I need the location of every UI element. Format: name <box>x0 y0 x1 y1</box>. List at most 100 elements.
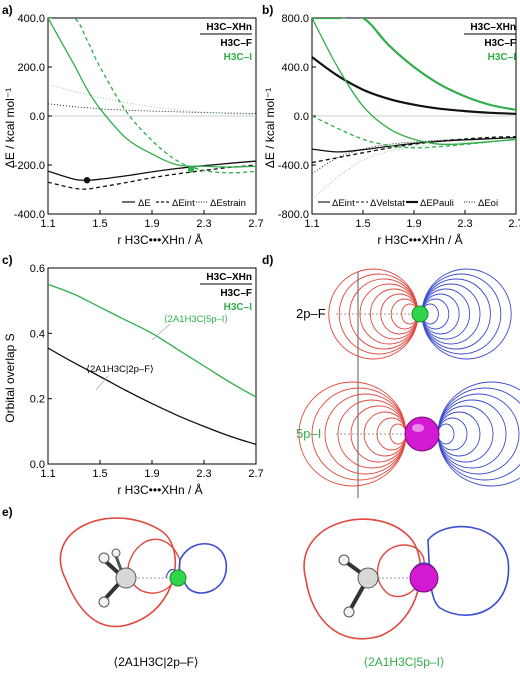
legend-b-depauli: ΔEPauli <box>420 198 454 209</box>
y-tick-label: -400.0 <box>278 160 309 172</box>
right-iodine-atom-icon <box>409 563 439 593</box>
x-tick-label: 2.7 <box>248 468 263 480</box>
panel-e-right-overlap: ⟨2A1H3C|5p–I⟩ <box>303 518 510 669</box>
x-tick-label: 2.7 <box>248 218 263 230</box>
panel-b-system-legend: H3C–XHn H3C–F H3C–I <box>464 22 516 63</box>
x-tick-label: 1.9 <box>144 218 159 230</box>
y-tick-label: -400.0 <box>14 209 45 221</box>
panel-a-line-legend: ΔE ΔEint ΔEstrain <box>122 198 246 209</box>
iodine-atom-icon <box>404 416 440 452</box>
panel-e-left-caption: ⟨2A1H3C|2p–F⟩ <box>113 655 198 669</box>
panel-e-left-overlap: ⟨2A1H3C|2p–F⟩ <box>59 517 227 669</box>
left-blue-lobe <box>178 543 227 594</box>
panel-e-right-caption: ⟨2A1H3C|5p–I⟩ <box>363 655 444 669</box>
panel-label-e: e) <box>2 505 13 519</box>
panel-d-orbital-plots: 2p–F 5p–I <box>296 268 520 498</box>
panel-label-a: a) <box>2 3 13 17</box>
series-line-a <box>48 18 256 174</box>
left-hydrogen-atom-icon <box>111 548 121 558</box>
x-tick-label: 1.5 <box>92 218 107 230</box>
legend-b-h3cxhn: H3C–XHn <box>470 22 516 33</box>
y-tick-label: 0.4 <box>30 328 45 340</box>
fluorine-atom-icon <box>411 305 429 323</box>
series-line-b <box>312 18 516 146</box>
orbital-label-2pf: 2p–F <box>296 306 326 321</box>
blue-contour <box>437 405 494 463</box>
x-tick-label: 1.5 <box>92 468 107 480</box>
series-line-c <box>48 347 256 446</box>
blue-contour <box>437 381 520 487</box>
y-tick-label: 400.0 <box>281 62 309 74</box>
y-tick-label: 0.0 <box>30 111 45 123</box>
panel-a-ylabel: ΔE / kcal mol⁻¹ <box>3 88 17 168</box>
panel-c-xlabel: r H3C•••XHn / Å <box>117 482 202 497</box>
legend-b-dvelstat: ΔVelstat <box>370 198 405 209</box>
panel-b-line-legend: ΔEint ΔVelstat ΔEPauli ΔEoi <box>318 198 498 209</box>
blue-contour <box>437 393 520 475</box>
panel-b-eda-chart: 800.0 400.0 0.0 -400.0 -800.01.1 1.5 1.9 2.3 2.7 <box>278 13 520 230</box>
right-carbon-atom-icon <box>357 567 379 589</box>
blue-contour <box>437 423 455 445</box>
minimum-marker <box>83 176 91 184</box>
right-blue-lobe <box>427 525 510 616</box>
panel-c-annot-green: ⟨2A1H3C|5p–I⟩ <box>164 314 229 325</box>
x-tick-label: 1.9 <box>144 468 159 480</box>
panel-a-system-legend: H3C–XHn H3C–F H3C–I <box>200 22 252 63</box>
y-tick-label: 400.0 <box>17 13 45 25</box>
blue-contour <box>437 411 481 457</box>
left-red-lobe <box>59 517 177 628</box>
legend-b-h3cf: H3C–F <box>484 38 516 49</box>
x-tick-label: 2.7 <box>508 218 520 230</box>
series-line-a <box>48 164 256 190</box>
right-hydrogen-atom-icon <box>343 606 355 618</box>
x-tick-label: 1.9 <box>406 218 421 230</box>
legend-b-h3ci: H3C–I <box>488 52 517 63</box>
panel-a-xlabel: r H3C•••XHn / Å <box>117 232 202 247</box>
legend-destrain: ΔEstrain <box>210 198 246 209</box>
panel-c-annot-green-leader <box>151 323 171 341</box>
blue-contour <box>437 399 507 469</box>
y-tick-label: 0.0 <box>294 111 309 123</box>
x-tick-label: 1.1 <box>40 218 55 230</box>
legend-c-h3ci: H3C–I <box>224 302 253 313</box>
legend-b-deint: ΔEint <box>332 198 355 209</box>
series-line-b <box>312 135 516 164</box>
y-tick-label: 800.0 <box>281 13 309 25</box>
legend-c-h3cf: H3C–F <box>220 288 252 299</box>
panel-c-overlap-chart: 0.6 0.4 0.2 0.01.1 1.5 1.9 2.3 2.7 <box>30 263 264 480</box>
panel-c-annot-black: ⟨2A1H3C|2p–F⟩ <box>86 364 154 375</box>
blue-contour <box>437 387 520 481</box>
series-line-b <box>312 136 516 174</box>
red-contour <box>311 387 407 481</box>
y-tick-label: 0.2 <box>30 394 45 406</box>
series-line-a <box>48 160 256 181</box>
legend-deint: ΔEint <box>172 198 195 209</box>
x-tick-label: 1.1 <box>40 468 55 480</box>
panel-c-ylabel: Orbital overlap S <box>3 333 17 422</box>
blue-contour <box>421 268 512 360</box>
series-line-a <box>48 18 256 168</box>
blue-contour <box>421 283 481 345</box>
blue-contour <box>437 417 468 451</box>
iodine-atom-highlight <box>412 424 424 432</box>
panel-c-annot-black-leader <box>95 375 109 391</box>
panel-b-ylabel: ΔE / kcal mol⁻¹ <box>263 88 277 168</box>
series-line-b <box>312 115 516 149</box>
panel-b-xlabel: r H3C•••XHn / Å <box>377 232 462 247</box>
legend-h3cxhn: H3C–XHn <box>206 22 252 33</box>
minimum-marker <box>187 166 195 173</box>
legend-h3cf: H3C–F <box>220 38 252 49</box>
x-tick-label: 1.1 <box>304 218 319 230</box>
y-tick-label: -200.0 <box>14 160 45 172</box>
panel-a-energy-chart: 400.0 200.0 0.0 -200.0 -400.01.1 1.5 1.9 2.3 2.7 <box>14 13 264 230</box>
panel-label-d: d) <box>262 253 273 267</box>
y-tick-label: 0.6 <box>30 263 45 275</box>
legend-de: ΔE <box>138 198 151 209</box>
panel-label-c: c) <box>2 253 13 267</box>
left-fluorine-atom-icon <box>169 569 187 587</box>
panel-c-system-legend: H3C–XHn H3C–F H3C–I <box>200 272 252 313</box>
y-tick-label: 200.0 <box>17 62 45 74</box>
left-hydrogen-atom-icon <box>98 552 110 564</box>
series-line-c <box>48 283 256 398</box>
